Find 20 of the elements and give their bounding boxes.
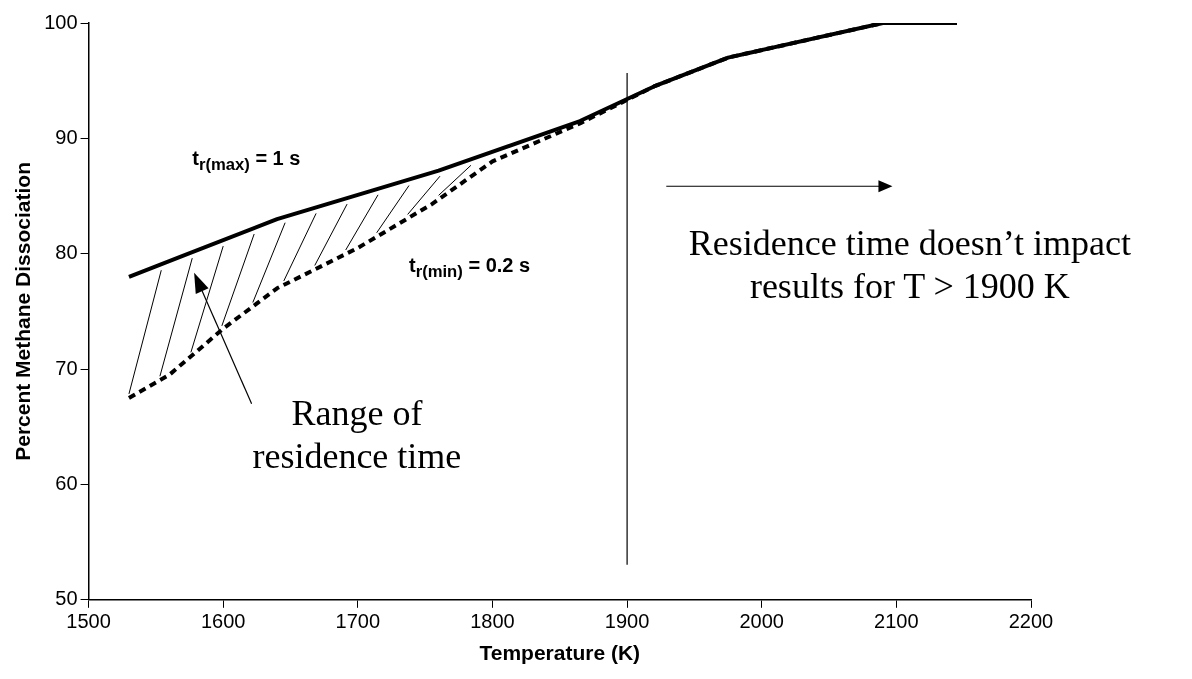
- annotation: t$_{r(min)}$ = 0.2 s: [408, 253, 531, 282]
- x-tick-label: 1500: [66, 610, 111, 633]
- y-tick-label: 90: [55, 125, 78, 148]
- y-tick-label: 80: [55, 241, 78, 264]
- x-tick-label: 2000: [739, 610, 784, 633]
- annotation: Range of residence time: [251, 392, 463, 479]
- x-tick-label: 1800: [470, 610, 515, 633]
- y-axis-title: Percent Methane Dissociation: [11, 162, 35, 461]
- y-tick-label: 50: [55, 587, 78, 610]
- x-tick-label: 2200: [1008, 610, 1054, 633]
- x-tick-label: 1900: [604, 610, 650, 633]
- annotation: Residence time doesn’t impact results for T > 1900 K: [687, 222, 1132, 309]
- x-tick-label: 2100: [874, 610, 919, 633]
- x-tick-label: 1600: [200, 610, 246, 633]
- annotation: t$_{r(max)}$ = 1 s: [192, 147, 301, 175]
- y-tick-label: 60: [55, 471, 78, 494]
- x-axis-title: Temperature (K): [479, 641, 641, 665]
- x-tick-label: 1700: [335, 610, 381, 633]
- y-tick-label: 100: [44, 10, 78, 33]
- y-tick-label: 70: [55, 356, 78, 379]
